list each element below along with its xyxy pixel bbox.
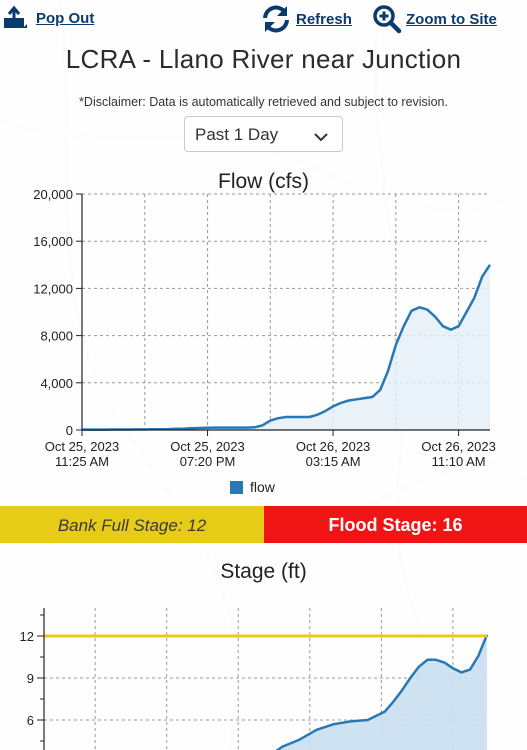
stage-threshold-bar: Bank Full Stage: 12 Flood Stage: 16 [0, 506, 527, 543]
flow-y-tick-label: 20,000 [33, 187, 73, 202]
popout-icon [2, 4, 32, 32]
stage-y-tick-label: 9 [27, 671, 34, 686]
flow-y-tick-label: 12,000 [33, 281, 73, 296]
flow-legend-label: flow [250, 479, 275, 495]
zoom-in-icon [372, 4, 402, 34]
time-range-value: Past 1 Day [195, 125, 279, 144]
flow-x-tick-label: Oct 26, 2023 [296, 439, 370, 454]
flow-x-tick-label: Oct 25, 2023 [45, 439, 119, 454]
zoom-to-site-button[interactable]: Zoom to Site [372, 4, 497, 34]
disclaimer-text: *Disclaimer: Data is automatically retri… [79, 95, 448, 109]
flow-legend: flow [230, 479, 275, 495]
flood-stage-label: Flood Stage: 16 [328, 515, 463, 535]
refresh-button[interactable]: Refresh [260, 4, 352, 34]
flow-chart: 0 4,000 8,000 12,000 16,000 20,000 Oct 25, 202… [33, 187, 496, 469]
flow-y-tick-label: 16,000 [33, 234, 73, 249]
toolbar: Pop Out Refresh Zoom to Site [0, 0, 527, 36]
flood-stage-badge: Flood Stage: 16 [264, 506, 527, 543]
flow-x-tick-label: 11:10 AM [432, 454, 486, 469]
time-range-select[interactable]: Past 1 Day [184, 116, 343, 152]
stage-series-line [275, 634, 489, 750]
stage-y-tick-label: 12 [20, 629, 34, 644]
flow-legend-swatch [230, 480, 243, 494]
flow-x-tick-label: 07:20 PM [180, 454, 236, 469]
flow-x-tick-label: 11:25 AM [55, 454, 109, 469]
popout-label: Pop Out [36, 9, 95, 27]
chevron-down-icon [314, 127, 328, 147]
stage-area [277, 634, 487, 750]
flow-y-tick-label: 8,000 [40, 329, 73, 344]
flow-series-line [82, 264, 492, 431]
flow-x-tick-label: Oct 26, 2023 [421, 439, 495, 454]
refresh-label: Refresh [296, 10, 352, 28]
stage-y-tick-label: 6 [27, 713, 34, 728]
flow-x-tick-label: Oct 25, 2023 [170, 439, 244, 454]
refresh-icon [260, 4, 292, 34]
flow-y-tick-label: 4,000 [40, 376, 73, 391]
flow-x-tick-label: 03:15 AM [306, 454, 361, 469]
popout-button[interactable]: Pop Out [2, 4, 94, 32]
flow-area [82, 264, 490, 430]
page-title: LCRA - Llano River near Junction [65, 44, 462, 74]
flow-y-tick-label: 0 [66, 423, 73, 438]
bank-full-stage-label: Bank Full Stage: 12 [57, 516, 207, 535]
flow-chart-title: Flow (cfs) [218, 170, 309, 193]
bank-full-stage-badge: Bank Full Stage: 12 [0, 506, 264, 543]
stage-chart-title: Stage (ft) [220, 560, 307, 583]
zoom-to-site-label: Zoom to Site [406, 10, 497, 28]
